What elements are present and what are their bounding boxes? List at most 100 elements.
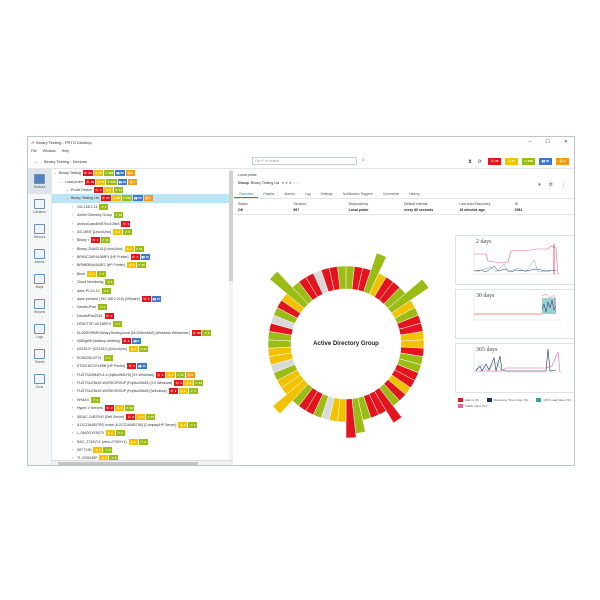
tab-settings[interactable]: Settings [320,192,333,196]
summary-badge-paused[interactable]: ▮▮ 60 [539,158,552,165]
expand-chevron-icon[interactable]: › [72,255,74,260]
status-badge[interactable]: ✔ 3 [103,447,113,454]
tree-row[interactable]: › DL200E9RMN.BinaryTesting.local (DL200em… [52,328,232,336]
sidebar-item-tools[interactable]: Tools [28,369,51,394]
status-badge[interactable]: ⛔ 27 [100,195,111,202]
status-badge[interactable]: ✔ 10 [136,262,146,269]
tree-row[interactable]: › TL-SG5428P ⚠ 1 ✔ 3 [52,454,232,462]
status-badge[interactable]: ⛔ 2 [104,405,114,412]
expand-chevron-icon[interactable]: › [72,397,74,402]
expand-chevron-icon[interactable]: › [72,380,74,385]
breadcrumb[interactable]: Binary Testing › Devices [44,159,87,164]
expand-chevron-icon[interactable]: › [72,414,74,419]
status-badge[interactable]: ⚠ 1 [99,455,109,462]
expand-chevron-icon[interactable]: › [72,456,74,461]
status-badge[interactable]: ✔ 11 [100,237,110,244]
tab-graphs[interactable]: Graphs [263,192,275,196]
status-badge[interactable]: ✔ 1 [91,396,101,403]
menu-window[interactable]: Window [42,149,56,153]
tree-row[interactable]: › FUJITSU2364S.WORKGROUP (Fujitsu03645) [… [52,387,232,395]
expand-chevron-icon[interactable]: › [72,280,74,285]
refresh-icon[interactable]: ⟳ [477,158,482,165]
status-badge[interactable]: ▮▮ 3 [131,338,141,344]
expand-chevron-icon[interactable]: › [72,448,74,453]
sidebar-item-sensors[interactable]: Sensors [28,219,51,244]
expand-chevron-icon[interactable]: › [72,364,74,369]
status-badge[interactable]: ✔ 1 [101,287,111,294]
expand-chevron-icon[interactable]: › [72,297,74,302]
status-badge[interactable]: ⚠ 77 [96,178,106,185]
expand-chevron-icon[interactable]: › [72,204,74,209]
tree-row[interactable]: › Binary-ZNAS218 [Linux/Unix] ⚠ 1 ✔ 11 [52,245,232,253]
status-badge[interactable]: ✔ 1 [103,354,113,361]
status-badge[interactable]: ⚠ 1 [128,438,138,445]
tree-row[interactable]: › Binary I ⛔ 1 ✔ 11 [52,236,232,244]
status-badge[interactable]: ⛔ 1 [94,186,104,193]
probe-label[interactable]: Local probe [238,173,257,177]
expand-chevron-icon[interactable]: ⌄ [66,187,69,192]
expand-chevron-icon[interactable]: › [72,221,74,226]
tree-row[interactable]: › Bhuti ⚠ 1 ✔ 4 [52,270,232,278]
status-badge[interactable]: ⚠ 1 [165,371,175,378]
tab-alarms[interactable]: Alarms [284,192,295,196]
tree-vertical-scrollbar[interactable] [229,169,233,460]
status-badge[interactable]: ✔ 4 [138,438,148,445]
tree-row[interactable]: › L-OMOGYE5075 ⚠ 1 ✔ 2 [52,429,232,437]
status-badge[interactable]: ▮▮ 60 [117,178,128,185]
status-badge[interactable]: Ⓤ 2 [128,178,138,185]
status-badge[interactable]: ⚠ 1 [114,405,124,412]
expand-chevron-icon[interactable]: › [72,322,74,327]
status-badge[interactable]: ⛔ 1 [168,388,178,395]
expand-chevron-icon[interactable]: › [72,372,74,377]
tree-row[interactable]: › RAC_2730VY1 (view-2730VY1) ⚠ 1 ✔ 4 [52,438,232,446]
status-badge[interactable]: ✔ 1 [105,279,115,286]
tree-row[interactable]: › BRN3C2AF4A368F4 [HP Printer] ⛔ 1 ▮▮ 10 [52,253,232,261]
status-badge[interactable]: ▮▮ 11 [137,363,147,370]
expand-chevron-icon[interactable]: › [72,347,74,352]
tab-log[interactable]: Log [304,192,311,196]
status-badge[interactable]: Ⓤ 2 [125,170,135,177]
sidebar-item-libraries[interactable]: Libraries [28,194,51,219]
expand-chevron-icon[interactable]: › [72,271,74,276]
summary-badge-unusual[interactable]: Ⓤ 2 [556,158,569,165]
status-badge[interactable]: ⚠ 1 [105,430,115,437]
status-badge[interactable]: ✔ 4 [96,270,106,277]
status-badge[interactable]: ⛔ 34 [85,178,96,185]
expand-chevron-icon[interactable]: › [72,246,74,251]
expand-chevron-icon[interactable]: › [72,422,74,427]
tab-overview[interactable]: Overview [234,189,259,198]
expand-chevron-icon[interactable]: › [72,389,74,394]
menu-file[interactable]: File [31,149,37,153]
status-badge[interactable]: ▮▮ 37 [151,296,162,303]
status-badge[interactable]: ✔ 1 [97,304,107,311]
tree-row[interactable]: › FUJITSU2364S.WORKGROUP (Fujitsu03645) [… [52,379,232,387]
expand-chevron-icon[interactable]: ⌄ [60,179,63,184]
sidebar-item-maps[interactable]: Maps [28,269,51,294]
tree-row[interactable]: › d080getff (desktop-mfdhbq) ⛔ 1 ▮▮ 3 [52,337,232,345]
tree-row[interactable]: › dave-PC10-10 ✔ 1 [52,286,232,294]
status-badge[interactable]: ⛔ 1 [90,237,100,244]
tree-row[interactable]: › dave-pchome (192.168.2.215) [VMware] ⛔ 1… [52,295,232,303]
back-arrow-icon[interactable]: ← [34,158,39,165]
summary-badge-up[interactable]: ✔ 328 [522,158,535,165]
status-badge[interactable]: ✔ 328 [106,178,117,185]
tree-row[interactable]: ⌄ Probe Device ⛔ 1 ⚠ 3 ✔ 14 [52,186,232,194]
expand-chevron-icon[interactable]: › [72,238,74,243]
expand-chevron-icon[interactable]: › [72,213,74,218]
expand-chevron-icon[interactable]: › [72,330,74,335]
status-badge[interactable]: ✔ 11 [134,245,144,252]
status-badge[interactable]: ⛔ 3 [126,413,136,420]
status-badge[interactable]: ⛔ 1 [104,312,114,319]
expand-chevron-icon[interactable]: ⌄ [54,171,57,176]
tree-row[interactable]: › Active Directory Group ✔ 15 [52,211,232,219]
status-badge[interactable]: ✔ 14 [114,186,124,193]
status-badge[interactable]: ✔ 328 [103,170,115,177]
sidebar-item-tickets[interactable]: Tickets [28,344,51,369]
expand-chevron-icon[interactable]: › [72,439,74,444]
status-badge[interactable]: ⛔ 1 [174,379,184,386]
expand-chevron-icon[interactable]: › [72,305,74,310]
status-badge[interactable]: ⚠ 2 [126,262,136,269]
tree-row[interactable]: ⌄ Binary Testing Ltd ⛔ 27 ⚠ 68 ✔ 261 ▮▮ 60 Ⓤ 2 [52,194,232,203]
expand-chevron-icon[interactable]: › [72,339,74,343]
minimize-button[interactable]: – [528,139,532,145]
